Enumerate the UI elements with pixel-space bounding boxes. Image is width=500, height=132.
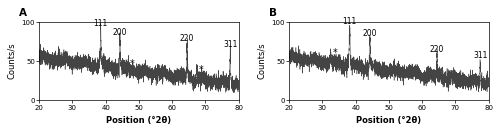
X-axis label: Position (°2θ): Position (°2θ) (106, 116, 172, 125)
Text: *: * (130, 58, 134, 69)
Text: 220: 220 (180, 34, 194, 43)
Text: 111: 111 (342, 17, 357, 26)
Text: 311: 311 (223, 40, 238, 49)
Text: 311: 311 (473, 51, 488, 60)
Y-axis label: Counts/s: Counts/s (257, 43, 266, 79)
Text: *: * (332, 48, 337, 58)
Y-axis label: Counts/s: Counts/s (7, 43, 16, 79)
Text: 200: 200 (362, 29, 377, 38)
Text: A: A (19, 8, 27, 18)
X-axis label: Position (°2θ): Position (°2θ) (356, 116, 422, 125)
Text: 220: 220 (430, 45, 444, 54)
Text: B: B (269, 8, 277, 18)
Text: 200: 200 (112, 28, 127, 37)
Text: 111: 111 (94, 18, 108, 27)
Text: *: * (198, 65, 203, 75)
